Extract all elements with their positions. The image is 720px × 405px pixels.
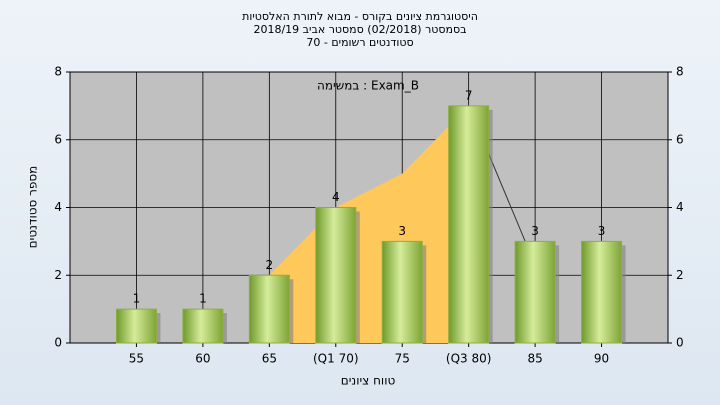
bar: [315, 207, 357, 344]
y-tick-label: 2: [54, 268, 62, 282]
x-tick-label: 60: [195, 352, 210, 366]
y-tick-label: 6: [54, 132, 62, 146]
x-tick-label: 75: [395, 352, 410, 366]
bar: [448, 105, 490, 344]
title-line: סטודנטים רשומים - 70: [306, 36, 413, 49]
value-label: 3: [598, 224, 606, 238]
x-axis-label: טווח ציונים: [341, 374, 396, 388]
bar: [248, 274, 290, 344]
y2-tick-label: 8: [676, 65, 684, 79]
y-tick-label: 8: [54, 65, 62, 79]
bar: [581, 240, 623, 344]
y-axis-label: מספר סטודנטים: [26, 166, 40, 249]
value-label: 4: [332, 190, 340, 204]
y2-tick-label: 0: [676, 336, 684, 350]
title-line: היסטוגרמת ציונים בקורס - מבוא לתורת האלס…: [242, 10, 478, 23]
value-label: 2: [266, 258, 274, 272]
bar: [115, 308, 157, 344]
title-line: בסמסטר (02/2018) סמסטר אביב 2018/19: [253, 23, 466, 36]
bar: [182, 308, 224, 344]
x-tick-label: (Q1 70): [313, 352, 359, 366]
bar: [381, 240, 423, 344]
value-label: 7: [465, 88, 473, 102]
x-tick-label: 90: [594, 352, 609, 366]
x-tick-label: (Q3 80): [446, 352, 492, 366]
value-label: 1: [199, 292, 207, 306]
value-label: 3: [398, 224, 406, 238]
x-tick-label: 55: [129, 352, 144, 366]
x-tick-label: 65: [262, 352, 277, 366]
annotation: במשימה : Exam_B: [317, 79, 419, 93]
bar: [514, 240, 556, 344]
y-tick-label: 4: [54, 200, 62, 214]
y2-tick-label: 6: [676, 132, 684, 146]
x-tick-label: 85: [527, 352, 542, 366]
y2-tick-label: 4: [676, 200, 684, 214]
y-tick-label: 0: [54, 336, 62, 350]
value-label: 1: [133, 292, 141, 306]
value-label: 3: [531, 224, 539, 238]
y2-tick-label: 2: [676, 268, 684, 282]
